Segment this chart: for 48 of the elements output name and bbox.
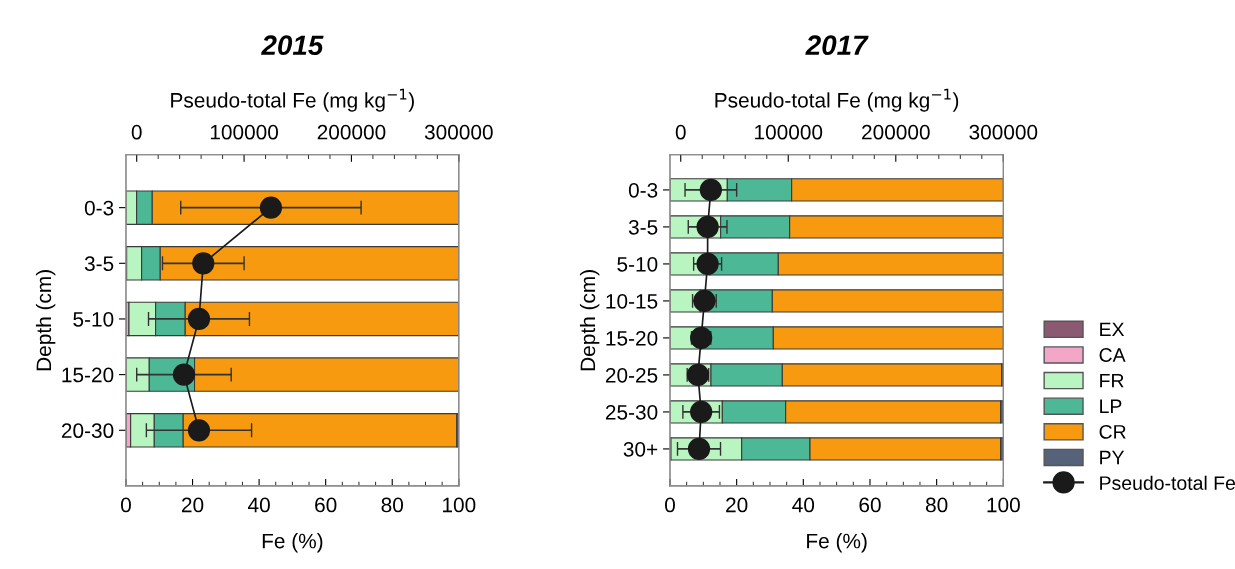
x-tick-label: 40 bbox=[792, 497, 815, 513]
y-axis-title: Depth (cm) bbox=[35, 270, 56, 371]
y-tick-label: 0-3 bbox=[84, 200, 114, 216]
x2-tick-label: 100000 bbox=[755, 124, 823, 140]
x2-axis-title: Pseudo-total Fe (mg kg$^{−1}$) bbox=[715, 88, 959, 112]
y-tick-label: 25-30 bbox=[605, 404, 658, 420]
x2-tick-label: 300000 bbox=[424, 124, 493, 140]
x-tick-label: 80 bbox=[381, 497, 404, 513]
y-tick-label: 0-3 bbox=[628, 182, 658, 198]
y-tick-label: 15-20 bbox=[606, 330, 658, 346]
x-tick-label: 20 bbox=[182, 497, 204, 513]
x2-tick-label: 200000 bbox=[862, 124, 930, 140]
legend-label: CA bbox=[1099, 348, 1126, 362]
legend-label: FR bbox=[1100, 373, 1124, 388]
chart-title: 2017 bbox=[805, 35, 869, 56]
x2-tick-label: 0 bbox=[131, 124, 142, 140]
y-axis-title: Depth (cm) bbox=[579, 270, 600, 371]
y-tick-label: 10-15 bbox=[606, 293, 658, 309]
x-tick-label: 80 bbox=[925, 497, 948, 513]
x2-tick-label: 100000 bbox=[210, 124, 279, 140]
x2-axis-title: Pseudo-total Fe (mg kg$^{−1}$) bbox=[171, 88, 414, 112]
x-axis-title: Fe (%) bbox=[262, 533, 323, 553]
y-tick-label: 5-10 bbox=[617, 256, 658, 272]
legend-label: LP bbox=[1100, 399, 1122, 413]
chart-title: 2015 bbox=[261, 35, 324, 56]
x-tick-label: 40 bbox=[248, 497, 270, 513]
x-tick-label: 100 bbox=[443, 497, 476, 513]
legend-label: Pseudo-total Fe bbox=[1100, 475, 1235, 490]
x-tick-label: 60 bbox=[859, 497, 881, 513]
legend-label: EX bbox=[1100, 322, 1125, 337]
x2-tick-label: 300000 bbox=[969, 124, 1038, 140]
x-tick-label: 60 bbox=[315, 497, 337, 513]
x-tick-label: 0 bbox=[120, 497, 131, 513]
x-tick-label: 100 bbox=[987, 497, 1020, 513]
y-tick-label: 3-5 bbox=[628, 219, 658, 235]
y-tick-label: 5-10 bbox=[73, 311, 114, 327]
y-tick-label: 15-20 bbox=[62, 367, 114, 383]
x2-tick-label: 200000 bbox=[317, 124, 386, 140]
y-tick-label: 20-25 bbox=[605, 367, 658, 383]
x2-tick-label: 0 bbox=[675, 124, 686, 140]
x-tick-label: 20 bbox=[726, 497, 748, 513]
y-tick-label: 3-5 bbox=[84, 256, 114, 272]
legend-label: CR bbox=[1099, 424, 1126, 439]
x-axis-title: Fe (%) bbox=[807, 533, 867, 553]
x-tick-label: 0 bbox=[665, 497, 675, 513]
y-tick-label: 30+ bbox=[623, 441, 658, 457]
y-tick-label: 20-30 bbox=[61, 423, 114, 439]
legend-label: PY bbox=[1100, 450, 1125, 465]
